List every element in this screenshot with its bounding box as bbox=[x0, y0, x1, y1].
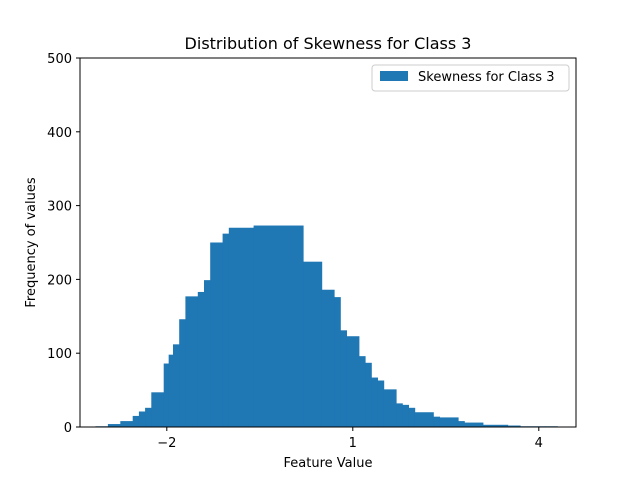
histogram-bar bbox=[303, 261, 323, 427]
histogram-bar bbox=[222, 233, 230, 427]
y-tick-label: 0 bbox=[64, 421, 72, 436]
x-axis-label: Feature Value bbox=[284, 456, 373, 471]
histogram-bar bbox=[359, 356, 366, 427]
histogram-bar bbox=[197, 291, 205, 427]
histogram-bar bbox=[185, 296, 199, 427]
legend-label: Skewness for Class 3 bbox=[418, 70, 554, 85]
bars-group bbox=[95, 225, 558, 427]
histogram-bar bbox=[396, 403, 403, 427]
histogram-bar bbox=[383, 389, 397, 427]
x-tick-label: 1 bbox=[349, 436, 357, 451]
histogram-bar bbox=[132, 415, 140, 427]
histogram-bar bbox=[507, 425, 521, 427]
y-tick-label: 500 bbox=[47, 52, 72, 67]
histogram-bar bbox=[179, 319, 186, 427]
histogram-bar bbox=[253, 225, 304, 427]
axes-group: −2 1 4 0 100 200 300 400 500 bbox=[47, 52, 577, 451]
y-tick-label: 300 bbox=[47, 200, 72, 215]
y-axis-label: Frequency of values bbox=[24, 177, 39, 307]
histogram-bar bbox=[145, 407, 152, 427]
histogram-bar bbox=[120, 421, 134, 427]
histogram-bar bbox=[107, 424, 121, 427]
histogram-bar bbox=[228, 227, 254, 427]
histogram-bar bbox=[204, 280, 211, 427]
histogram-bar bbox=[321, 289, 335, 427]
y-tick-label: 100 bbox=[47, 347, 72, 362]
y-tick-label: 200 bbox=[47, 273, 72, 288]
histogram-bar bbox=[464, 422, 484, 427]
legend-frame bbox=[371, 64, 570, 92]
y-tick-label: 400 bbox=[47, 126, 72, 141]
chart-title: Distribution of Skewness for Class 3 bbox=[185, 34, 472, 53]
legend: Skewness for Class 3 bbox=[371, 64, 570, 92]
histogram-bar bbox=[163, 363, 170, 427]
histogram-bar bbox=[210, 242, 223, 427]
x-tick-label: 4 bbox=[535, 436, 543, 451]
histogram-bar bbox=[346, 336, 360, 427]
histogram-bar bbox=[334, 297, 341, 427]
histogram-bar bbox=[173, 344, 180, 427]
histogram-bar bbox=[168, 354, 174, 427]
histogram-bar bbox=[483, 424, 509, 427]
histogram-bar bbox=[340, 330, 347, 427]
histogram-bar bbox=[402, 404, 409, 427]
histogram-bar bbox=[371, 377, 378, 427]
legend-swatch bbox=[380, 71, 408, 81]
histogram-bar bbox=[365, 362, 372, 427]
histogram-bar bbox=[408, 407, 416, 427]
histogram-bar bbox=[433, 416, 440, 427]
histogram-bar bbox=[377, 380, 385, 427]
histogram-bar bbox=[414, 412, 434, 427]
plot-frame bbox=[79, 57, 577, 428]
histogram-bar bbox=[458, 421, 465, 427]
histogram-bar bbox=[439, 417, 459, 427]
histogram-bar bbox=[138, 411, 146, 427]
x-tick-label: −2 bbox=[157, 436, 176, 451]
histogram-bar bbox=[151, 392, 165, 427]
